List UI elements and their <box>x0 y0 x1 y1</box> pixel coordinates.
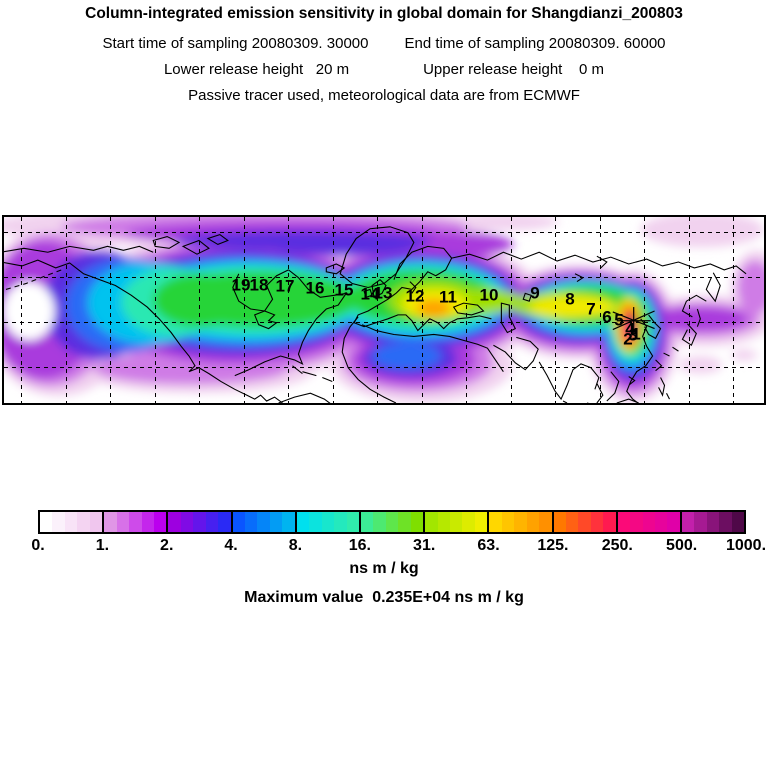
colorbar-segment <box>423 512 488 532</box>
colorbar-cell <box>373 512 386 532</box>
colorbar-cell <box>193 512 206 532</box>
colorbar-cell <box>269 512 283 532</box>
colorbar-tick: 8. <box>288 537 303 554</box>
colorbar-tick: 0. <box>31 537 45 554</box>
sensitivity-plume-field <box>4 217 764 403</box>
figure-title: Column-integrated emission sensitivity i… <box>85 5 683 22</box>
colorbar-cell <box>681 512 695 532</box>
sampling-start-text: Start time of sampling 20080309. 30000 <box>102 35 369 52</box>
maximum-value-label: Maximum value 0.235E+04 ns m / kg <box>244 589 524 606</box>
colorbar-tick-labels: 0. 1. 2. 4. 8. 16. 31. 63. 125. 250. 500. 1000. <box>31 537 766 557</box>
colorbar-cell <box>501 512 515 532</box>
colorbar-cell <box>168 512 181 532</box>
colorbar-cell <box>539 512 552 532</box>
colorbar-segment <box>679 512 745 532</box>
tracer-note-line: Passive tracer used, meteorological data… <box>188 87 580 104</box>
colorbar-cell <box>590 512 604 532</box>
colorbar-segment <box>40 512 103 532</box>
colorbar-cell <box>64 512 78 532</box>
colorbar-segment <box>551 512 616 532</box>
colorbar-cell <box>565 512 579 532</box>
colorbar-cell <box>655 512 668 532</box>
colorbar-cell <box>450 512 463 532</box>
colorbar-cell <box>346 512 359 532</box>
colorbar-cell <box>410 512 424 532</box>
colorbar-cell <box>40 512 53 532</box>
colorbar-cell <box>205 512 219 532</box>
colorbar-cell <box>642 512 655 532</box>
colorbar-cell <box>104 512 117 532</box>
colorbar-segment <box>102 512 167 532</box>
colorbar-cell <box>526 512 540 532</box>
colorbar-cell <box>180 512 194 532</box>
colorbar-cell <box>514 512 527 532</box>
map-canvas <box>4 217 764 403</box>
colorbar-cell <box>257 512 270 532</box>
colorbar-segment <box>294 512 359 532</box>
colorbar-cell <box>474 512 488 532</box>
sampling-end-text: End time of sampling 20080309. 60000 <box>404 35 666 52</box>
colorbar-cell <box>282 512 295 532</box>
colorbar-tick: 250. <box>601 537 633 554</box>
colorbar-cell <box>398 512 411 532</box>
colorbar-unit-label: ns m / kg <box>349 560 419 577</box>
lower-release-text: Lower release height 20 m <box>163 61 350 78</box>
colorbar-cell <box>719 512 732 532</box>
colorbar-cell <box>334 512 347 532</box>
colorbar-tick: 4. <box>224 537 238 554</box>
colorbar <box>38 510 746 534</box>
release-heights-line: Lower release height 20 m Upper release … <box>0 61 768 78</box>
upper-release-text: Upper release height 0 m <box>423 61 605 78</box>
colorbar-cell <box>129 512 142 532</box>
colorbar-cell <box>667 512 680 532</box>
colorbar-cell <box>385 512 399 532</box>
colorbar-cell <box>153 512 167 532</box>
colorbar-cell <box>232 512 245 532</box>
colorbar-tick: 63. <box>477 537 500 554</box>
colorbar-cell <box>706 512 720 532</box>
map-panel: 19 18 17 16 15 14 13 12 11 10 9 8 7 6 5 4 3 2 1 <box>2 215 766 405</box>
colorbar-segment <box>166 512 231 532</box>
colorbar-tick: 500. <box>666 537 698 554</box>
colorbar-cell <box>89 512 103 532</box>
colorbar-segment <box>615 512 680 532</box>
colorbar-cell <box>77 512 90 532</box>
colorbar-cell <box>694 512 707 532</box>
colorbar-segment <box>230 512 295 532</box>
coastlines <box>4 226 747 403</box>
colorbar-segment <box>358 512 424 532</box>
colorbar-tick: 125. <box>537 537 569 554</box>
colorbar-cell <box>52 512 65 532</box>
colorbar-cell <box>731 512 745 532</box>
colorbar-segment <box>487 512 552 532</box>
colorbar-tick: 2. <box>160 537 174 554</box>
colorbar-tick: 16. <box>348 537 371 554</box>
colorbar-cell <box>630 512 643 532</box>
colorbar-cell <box>603 512 616 532</box>
colorbar-cell <box>296 512 310 532</box>
colorbar-cell <box>617 512 631 532</box>
sampling-times-line: Start time of sampling 20080309. 30000 E… <box>0 35 768 52</box>
colorbar-cell <box>141 512 154 532</box>
colorbar-cell <box>245 512 258 532</box>
colorbar-tick: 1000. <box>725 537 767 554</box>
colorbar-cell <box>489 512 502 532</box>
colorbar-cell <box>437 512 450 532</box>
colorbar-tick: 31. <box>413 537 436 554</box>
colorbar-cell <box>218 512 231 532</box>
colorbar-tick: 1. <box>95 537 110 554</box>
colorbar-cell <box>425 512 438 532</box>
colorbar-cell <box>360 512 374 532</box>
colorbar-cell <box>578 512 591 532</box>
colorbar-cell <box>321 512 335 532</box>
colorbar-cell <box>553 512 566 532</box>
colorbar-cell <box>116 512 130 532</box>
colorbar-cell <box>462 512 475 532</box>
colorbar-cell <box>309 512 322 532</box>
